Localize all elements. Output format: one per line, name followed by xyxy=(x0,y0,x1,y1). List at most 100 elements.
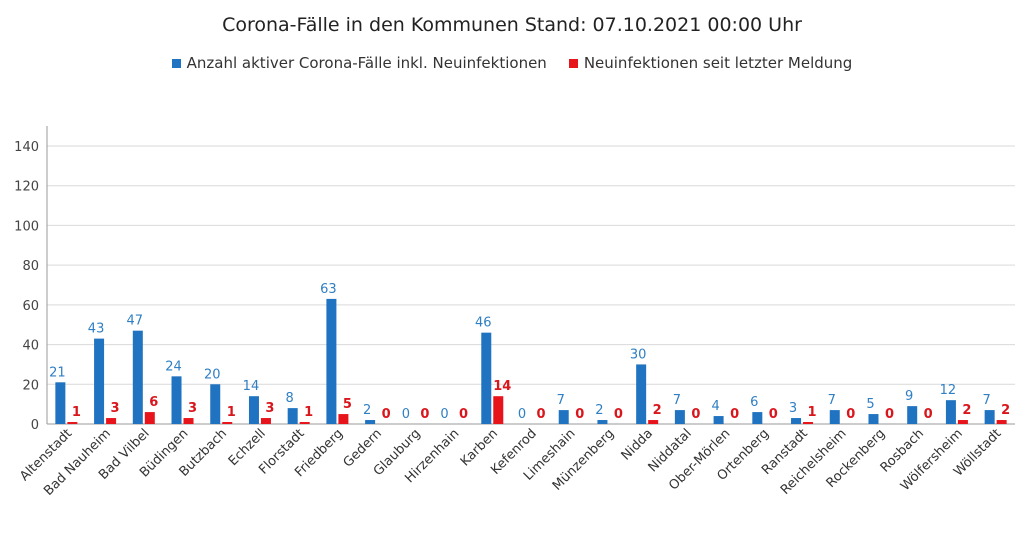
data-label-active-cases: 8 xyxy=(286,391,294,406)
data-label-active-cases: 7 xyxy=(828,393,836,408)
data-label-active-cases: 63 xyxy=(320,282,337,297)
legend-swatch-active-cases xyxy=(171,58,181,68)
bar-active-cases xyxy=(984,410,995,424)
data-label-active-cases: 7 xyxy=(673,393,681,408)
y-tick-label: 20 xyxy=(22,378,39,393)
data-label-active-cases: 0 xyxy=(518,407,526,422)
bar-new-infections xyxy=(803,422,814,424)
data-label-active-cases: 9 xyxy=(905,389,913,404)
bar-active-cases xyxy=(171,376,182,424)
bar-new-infections xyxy=(67,422,78,424)
data-label-new-infections: 0 xyxy=(730,407,739,422)
bar-new-infections xyxy=(144,412,155,424)
data-label-new-infections: 1 xyxy=(808,405,817,420)
bar-active-cases xyxy=(636,364,647,424)
y-tick-label: 0 xyxy=(31,418,39,433)
data-label-active-cases: 4 xyxy=(711,399,719,414)
bar-active-cases xyxy=(907,406,918,424)
bar-active-cases xyxy=(55,382,66,424)
data-label-new-infections: 1 xyxy=(227,405,236,420)
data-label-active-cases: 6 xyxy=(750,395,758,410)
bar-new-infections xyxy=(996,420,1007,424)
bar-active-cases xyxy=(945,400,956,424)
bar-active-cases xyxy=(210,384,221,424)
x-tick-label: Nidda xyxy=(619,426,656,463)
data-label-new-infections: 2 xyxy=(962,403,971,418)
bar-active-cases xyxy=(287,408,298,424)
bar-active-cases xyxy=(597,420,608,424)
legend-swatch-new-infections xyxy=(568,58,578,68)
data-label-active-cases: 46 xyxy=(475,316,492,331)
bar-new-infections xyxy=(183,418,194,424)
data-label-new-infections: 0 xyxy=(536,407,545,422)
data-label-active-cases: 0 xyxy=(402,407,410,422)
bar-active-cases xyxy=(558,410,569,424)
bar-new-infections xyxy=(260,418,271,424)
data-label-active-cases: 47 xyxy=(127,314,144,329)
bar-new-infections xyxy=(222,422,233,424)
data-label-new-infections: 1 xyxy=(304,405,313,420)
bar-active-cases xyxy=(94,338,105,424)
bar-new-infections xyxy=(299,422,310,424)
data-label-new-infections: 0 xyxy=(459,407,468,422)
data-label-new-infections: 0 xyxy=(575,407,584,422)
bar-active-cases xyxy=(868,414,879,424)
legend: Anzahl aktiver Corona-Fälle inkl. Neuinf… xyxy=(0,54,1024,72)
bar-active-cases xyxy=(365,420,376,424)
data-label-active-cases: 14 xyxy=(243,379,260,394)
data-label-new-infections: 5 xyxy=(343,397,352,412)
data-label-new-infections: 3 xyxy=(111,401,120,416)
data-label-new-infections: 0 xyxy=(846,407,855,422)
chart-title: Corona-Fälle in den Kommunen Stand: 07.1… xyxy=(222,14,802,36)
data-label-active-cases: 3 xyxy=(789,401,797,416)
data-label-active-cases: 12 xyxy=(940,383,957,398)
data-label-new-infections: 6 xyxy=(149,395,158,410)
legend-label-new-infections: Neuinfektionen seit letzter Meldung xyxy=(583,54,853,72)
data-label-new-infections: 0 xyxy=(420,407,429,422)
bar-active-cases xyxy=(713,416,724,424)
data-label-new-infections: 0 xyxy=(924,407,933,422)
data-label-new-infections: 0 xyxy=(885,407,894,422)
data-label-new-infections: 0 xyxy=(382,407,391,422)
legend-item-new-infections: Neuinfektionen seit letzter Meldung xyxy=(568,54,853,72)
y-tick-label: 80 xyxy=(22,259,39,274)
data-label-active-cases: 30 xyxy=(630,347,647,362)
y-tick-label: 140 xyxy=(14,140,39,155)
data-label-active-cases: 0 xyxy=(440,407,448,422)
y-tick-label: 40 xyxy=(22,339,39,354)
legend-item-active-cases: Anzahl aktiver Corona-Fälle inkl. Neuinf… xyxy=(171,54,547,72)
x-tick-label: Bad Nauheim xyxy=(41,426,114,499)
bar-active-cases xyxy=(791,418,802,424)
bar-new-infections xyxy=(106,418,117,424)
data-label-active-cases: 5 xyxy=(866,397,874,412)
bar-active-cases xyxy=(132,330,143,424)
data-label-new-infections: 0 xyxy=(769,407,778,422)
data-label-new-infections: 0 xyxy=(614,407,623,422)
data-label-new-infections: 2 xyxy=(1001,403,1010,418)
data-label-new-infections: 3 xyxy=(265,401,274,416)
data-label-active-cases: 7 xyxy=(982,393,990,408)
bar-active-cases xyxy=(248,396,259,424)
data-label-new-infections: 2 xyxy=(653,403,662,418)
y-tick-label: 100 xyxy=(14,219,39,234)
bar-new-infections xyxy=(957,420,968,424)
data-label-new-infections: 1 xyxy=(72,405,81,420)
data-label-active-cases: 24 xyxy=(165,359,182,374)
bar-new-infections xyxy=(493,396,504,424)
bar-active-cases xyxy=(326,298,337,424)
data-label-active-cases: 7 xyxy=(557,393,565,408)
bar-new-infections xyxy=(648,420,659,424)
data-label-active-cases: 43 xyxy=(88,322,105,337)
y-tick-label: 60 xyxy=(22,299,39,314)
y-tick-label: 120 xyxy=(14,180,39,195)
bar-new-infections xyxy=(338,414,349,424)
data-label-active-cases: 21 xyxy=(49,365,66,380)
data-label-active-cases: 2 xyxy=(363,403,371,418)
bar-active-cases xyxy=(829,410,840,424)
data-label-active-cases: 2 xyxy=(595,403,603,418)
data-label-new-infections: 14 xyxy=(493,379,511,394)
data-label-new-infections: 0 xyxy=(691,407,700,422)
data-label-new-infections: 3 xyxy=(188,401,197,416)
bar-active-cases xyxy=(752,412,763,424)
